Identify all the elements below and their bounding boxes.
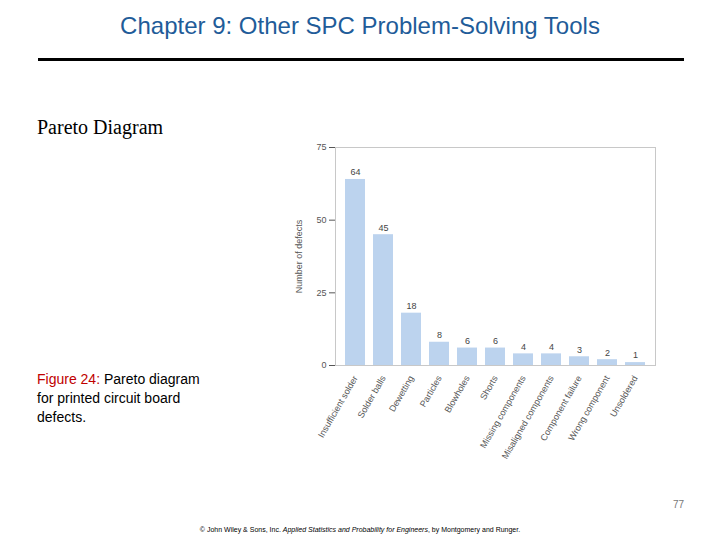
svg-text:Blowholes: Blowholes (443, 374, 472, 415)
svg-text:1: 1 (633, 350, 638, 360)
svg-text:18: 18 (406, 301, 416, 311)
svg-text:Misaligned components: Misaligned components (500, 374, 556, 461)
svg-text:Number of defects: Number of defects (294, 219, 304, 293)
html-text:Pareto Diagram: Pareto Diagram (37, 116, 164, 138)
svg-text:4: 4 (521, 342, 526, 352)
svg-text:6: 6 (493, 336, 498, 346)
svg-text:Solder balls: Solder balls (356, 374, 388, 420)
svg-text:2: 2 (605, 348, 610, 358)
svg-text:0: 0 (321, 360, 326, 370)
svg-text:Shorts: Shorts (478, 374, 500, 402)
svg-text:Wrong component: Wrong component (566, 374, 612, 443)
svg-text:Particles: Particles (418, 374, 444, 409)
svg-text:Unsoldered: Unsoldered (608, 374, 640, 419)
svg-text:Insufficient solder: Insufficient solder (316, 374, 360, 440)
html-text:Chapter 9: Other SPC Problem-S: Chapter 9: Other SPC Problem-Solving Too… (120, 12, 600, 39)
svg-text:Dewetting: Dewetting (387, 374, 416, 414)
svg-text:Missing components: Missing components (478, 373, 528, 450)
html-text:77: 77 (672, 499, 684, 510)
svg-text:75: 75 (316, 142, 326, 152)
svg-text:8: 8 (437, 330, 442, 340)
svg-text:4: 4 (549, 342, 554, 352)
svg-text:64: 64 (350, 167, 360, 177)
svg-text:25: 25 (316, 288, 326, 298)
html-text:© John Wiley & Sons, Inc. Appl: © John Wiley & Sons, Inc. Applied Statis… (199, 526, 521, 533)
svg-text:45: 45 (378, 223, 388, 233)
svg-text:Component failure: Component failure (538, 373, 584, 443)
html-text:Figure 24: Pareto diagram for: Figure 24: Pareto diagram for printed ci… (37, 371, 200, 425)
svg-text:6: 6 (465, 336, 470, 346)
svg-text:3: 3 (577, 345, 582, 355)
svg-text:50: 50 (316, 215, 326, 225)
